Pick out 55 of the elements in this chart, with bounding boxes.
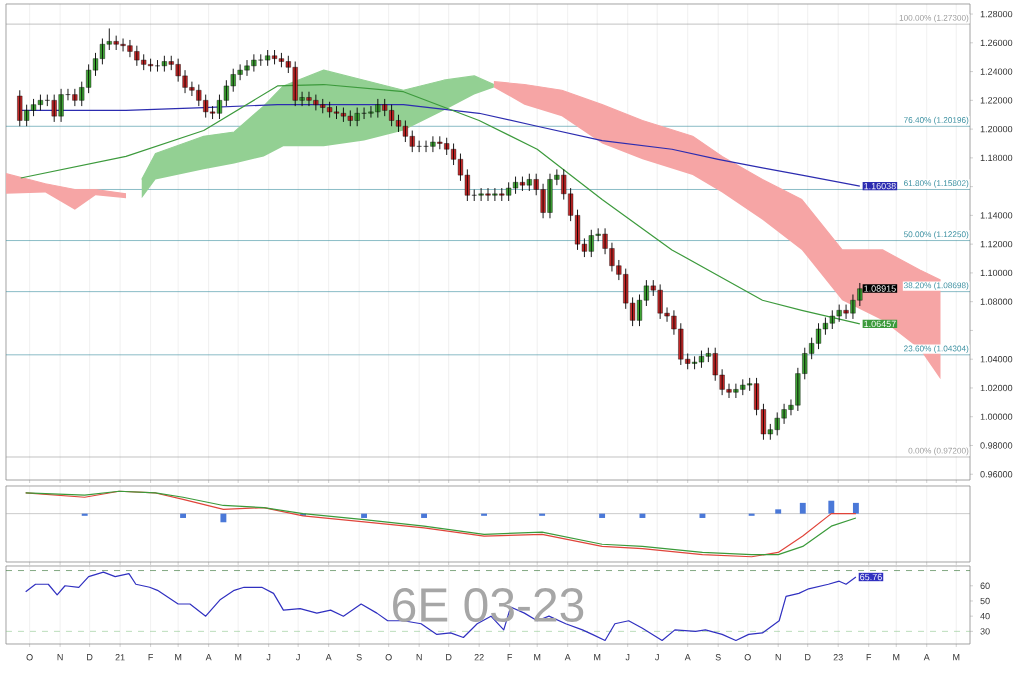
candlestick [37,94,43,111]
candlestick [430,135,436,153]
candlestick [148,58,154,73]
candlestick [815,322,822,350]
candlestick [51,94,57,123]
candlestick [154,59,161,73]
candlestick [134,45,140,67]
candlestick [327,101,333,119]
candlestick [368,105,374,119]
candlestick [161,55,167,73]
candlestick [698,350,705,369]
candlestick [354,107,360,127]
annotation: 6E 03-23 [393,588,584,622]
bar [852,502,859,514]
candlestick [588,229,594,258]
candlestick [512,176,519,195]
candlestick [265,49,271,67]
bar [828,500,835,514]
candlestick [244,59,250,77]
candlestick [72,88,78,107]
candlestick [271,49,278,65]
candlestick [506,181,512,202]
candlestick [499,187,505,202]
candlestick [692,355,698,370]
candlestick [292,61,298,107]
candlestick [774,411,780,436]
candlestick [740,378,746,396]
candlestick [320,98,326,114]
bar [220,513,227,523]
candlestick [113,35,119,51]
candlestick [733,383,739,399]
bar [799,502,806,514]
candlestick [492,187,498,202]
candlestick [347,109,353,127]
candlestick [251,53,257,73]
candlestick [389,104,395,127]
candlestick [657,283,663,320]
candlestick [437,135,443,150]
candlestick [30,98,37,117]
candlestick [402,120,408,143]
candlestick [340,107,346,123]
candlestick [416,140,422,153]
candlestick [526,173,532,192]
candlestick [203,94,209,119]
candlestick [17,89,23,127]
candlestick [278,52,284,68]
candlestick [375,98,381,119]
candlestick [258,53,264,67]
candlestick [519,176,525,192]
candlestick [485,187,491,202]
candlestick [127,39,133,58]
candlestick [333,105,340,120]
candlestick [141,53,147,71]
candlestick [478,187,484,202]
candlestick [306,91,312,107]
